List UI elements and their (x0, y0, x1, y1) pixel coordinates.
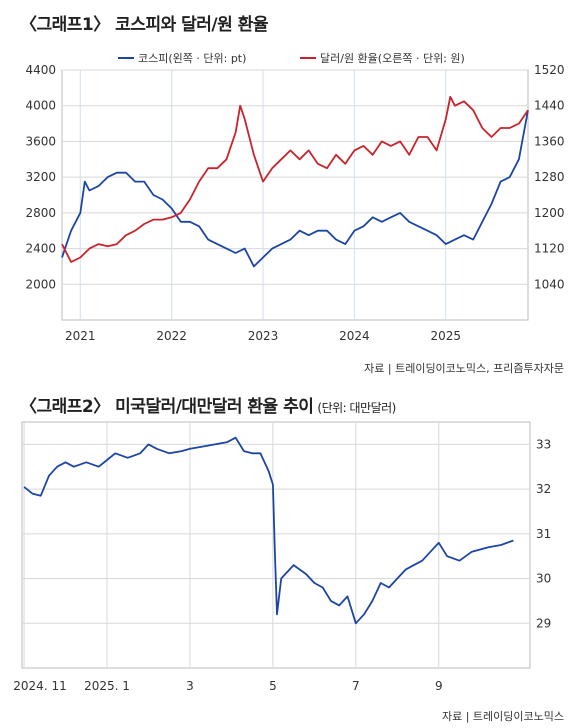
chart2-series-line (23, 436, 514, 625)
chart1-right-tick-label: 1280 (534, 170, 565, 184)
chart1-right-tick-label: 1520 (534, 63, 565, 77)
chart1-left-tick-label: 3200 (25, 170, 56, 184)
chart2-x-tick-label: 2025. 1 (84, 679, 130, 693)
chart2-title-text: 〈그래프2〉 미국달러/대만달러 환율 추이 (20, 397, 314, 417)
chart2-x-tick-label: 3 (186, 679, 194, 693)
chart2-grid (21, 421, 531, 669)
chart2-x-tick-label: 5 (269, 679, 277, 693)
chart1-source: 자료 | 트레이딩이코노믹스, 프리즘투자자문 (364, 362, 564, 375)
chart2-y-tick-label: 33 (536, 437, 551, 451)
chart1-axes: 2000 2400 2800 3200 3600 4000 4400 1040 1120 1200… (25, 63, 564, 343)
chart2-x-tick-label: 7 (352, 679, 360, 693)
chart1-title: 〈그래프1〉 코스피와 달러/원 환율 (20, 15, 268, 35)
chart1-series-line-usdkrw (61, 95, 529, 263)
chart1-legend-label: 코스피(왼쪽 · 단위: pt) (138, 51, 246, 65)
chart2-y-tick-label: 31 (536, 527, 551, 541)
chart1-right-tick-label: 1360 (534, 134, 565, 148)
chart1-legend: 코스피(왼쪽 · 단위: pt) 달러/원 환율(오른쪽 · 단위: 원) (118, 51, 465, 65)
chart1-x-tick-label: 2023 (248, 329, 279, 343)
chart1-right-tick-label: 1120 (534, 242, 565, 256)
chart1-left-tick-label: 3600 (25, 134, 56, 148)
chart1-left-tick-label: 4400 (25, 63, 56, 77)
chart2-axes: 29 30 31 32 33 2024. 11 2025. 1 3 5 7 9 (13, 437, 551, 693)
chart2-y-tick-label: 29 (536, 616, 551, 630)
chart1-svg: 코스피(왼쪽 · 단위: pt) 달러/원 환율(오른쪽 · 단위: 원) 200… (25, 51, 564, 343)
chart1-x-tick-label: 2022 (156, 329, 187, 343)
chart1-x-tick-label: 2025 (430, 329, 461, 343)
chart1-right-tick-label: 1040 (534, 277, 565, 291)
chart2-y-tick-label: 30 (536, 572, 551, 586)
chart1-left-tick-label: 4000 (25, 99, 56, 113)
chart2-x-tick-label: 2024. 11 (13, 679, 66, 693)
chart2-series (23, 436, 514, 625)
chart2-y-tick-label: 32 (536, 482, 551, 496)
chart1-left-tick-label: 2400 (25, 242, 56, 256)
chart1-left-tick-label: 2800 (25, 206, 56, 220)
chart1-grid (61, 69, 529, 321)
chart2-x-tick-label: 9 (435, 679, 443, 693)
chart2-unit: (단위: 대만달러) (317, 401, 396, 415)
chart1-right-tick-label: 1440 (534, 99, 565, 113)
chart2-title: 〈그래프2〉 미국달러/대만달러 환율 추이 (단위: 대만달러) (20, 392, 396, 417)
chart1-right-tick-label: 1200 (534, 206, 565, 220)
chart1-x-tick-label: 2021 (65, 329, 96, 343)
chart1-x-tick-label: 2024 (339, 329, 370, 343)
chart2-plot-frame (21, 421, 531, 669)
chart1-series-line-kospi (61, 110, 529, 268)
chart1-legend-label: 달러/원 환율(오른쪽 · 단위: 원) (320, 52, 465, 65)
chart1-left-tick-label: 2000 (25, 277, 56, 291)
chart2-source: 자료 | 트레이딩이코노믹스 (441, 710, 564, 723)
chart1-series (61, 95, 529, 268)
